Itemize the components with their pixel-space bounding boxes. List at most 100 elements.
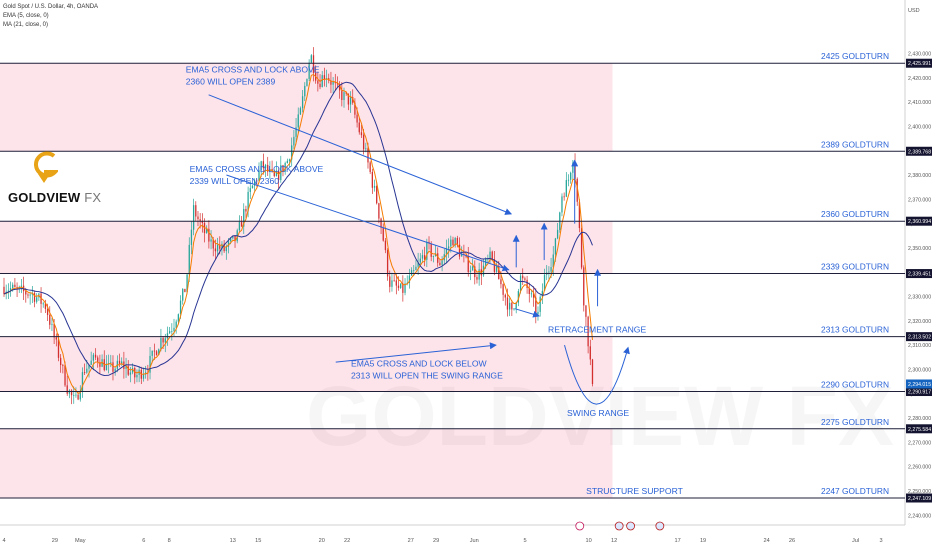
candle-body — [430, 243, 432, 257]
candle-body — [258, 170, 260, 181]
candle-body — [471, 266, 474, 271]
candle-body — [214, 248, 217, 252]
candle-body — [474, 266, 476, 278]
candle-body — [489, 251, 491, 259]
candle-body — [291, 145, 293, 160]
candle-body — [90, 360, 92, 365]
ma-legend[interactable]: MA (21, close, 0) — [3, 22, 49, 28]
candle-body — [149, 355, 151, 373]
candle-body — [129, 372, 132, 375]
annotation-text: SWING RANGE — [567, 408, 629, 418]
candle-body — [251, 185, 254, 189]
candle-body — [365, 148, 367, 150]
x-tick-label: Jul — [852, 538, 859, 544]
candle-body — [245, 209, 247, 212]
candle-body — [452, 239, 454, 246]
price-tag-bg — [906, 387, 932, 397]
candle-body — [171, 331, 173, 332]
candle-body — [589, 346, 591, 360]
candle-body — [267, 164, 269, 172]
candle-body — [173, 327, 175, 332]
candle-body — [517, 291, 520, 303]
candle-body — [552, 254, 554, 268]
candle-body — [567, 179, 570, 181]
candle-body — [186, 274, 188, 293]
goldview-g-icon — [34, 151, 60, 183]
level-label: 2425 GOLDTURN — [821, 51, 889, 61]
candle-body — [437, 253, 439, 263]
candle-body — [134, 368, 136, 378]
candle-body — [367, 148, 369, 163]
candle-body — [164, 338, 166, 343]
x-tick-label: 12 — [611, 538, 617, 544]
ema-legend[interactable]: EMA (5, close, 0) — [3, 13, 49, 19]
candle-body — [380, 218, 382, 228]
candle-body — [282, 165, 284, 172]
ema-line — [3, 73, 593, 394]
y-tick-label: 2,350.000 — [908, 246, 931, 252]
candle-body — [210, 239, 212, 242]
candle-body — [94, 354, 97, 358]
supply-demand-zone — [0, 428, 613, 498]
currency-label: USD — [908, 8, 920, 14]
event-markers — [575, 521, 665, 531]
candle-body — [338, 84, 341, 91]
candle-body — [417, 262, 419, 267]
candle-body — [253, 180, 256, 186]
y-tick-label: 2,240.000 — [908, 513, 931, 519]
candle-body — [86, 368, 88, 373]
current-price-tag: 2,294.015 — [908, 382, 931, 388]
level-label: 2275 GOLDTURN — [821, 417, 889, 427]
candle-body — [371, 172, 373, 188]
candle-body — [391, 280, 393, 287]
swing-range-curve — [564, 345, 630, 405]
candle-body — [121, 361, 123, 364]
candle-body — [321, 75, 323, 88]
candle-body — [426, 241, 428, 260]
candle-body — [578, 201, 581, 229]
brand-suffix: FX — [84, 190, 102, 205]
annotation-text: EMA5 CROSS AND LOCK BELOW — [351, 358, 488, 368]
candle-body — [421, 255, 424, 259]
candle-body — [395, 280, 397, 286]
candle-body — [247, 191, 249, 212]
candle-body — [570, 172, 572, 180]
candle-body — [447, 246, 450, 249]
candle-body — [51, 323, 53, 325]
candle-body — [382, 227, 384, 241]
candle-body — [262, 161, 265, 169]
current-price-tag-bg — [906, 379, 932, 389]
candle-body — [535, 297, 537, 315]
candle-body — [323, 75, 326, 80]
candle-body — [12, 284, 14, 289]
candle-body — [288, 159, 291, 161]
candle-body — [587, 316, 589, 347]
candle-body — [216, 244, 219, 252]
x-tick-label: 26 — [789, 538, 795, 544]
candle-body — [136, 374, 138, 378]
candle-body — [33, 293, 36, 302]
x-tick-label: 15 — [255, 538, 261, 544]
y-tick-label: 2,270.000 — [908, 440, 931, 446]
candle-body — [349, 97, 352, 105]
y-tick-label: 2,370.000 — [908, 197, 931, 203]
candle-body — [160, 338, 162, 350]
candle-body — [127, 366, 129, 375]
candle-body — [539, 296, 541, 312]
candle-body — [456, 238, 459, 245]
candle-body — [550, 267, 552, 272]
candle-body — [408, 275, 411, 283]
candle-body — [66, 385, 68, 394]
candle-body — [225, 246, 227, 252]
brand-name-text: GOLDVIEW — [8, 190, 81, 205]
y-tick-label: 2,430.000 — [908, 51, 931, 57]
candle-body — [118, 360, 121, 364]
candle-body — [195, 205, 197, 217]
candle-body — [513, 308, 515, 310]
candle-body — [301, 96, 304, 109]
candle-body — [515, 302, 517, 309]
candle-body — [110, 362, 112, 364]
candle-body — [345, 92, 347, 94]
trend-arrow — [208, 94, 513, 215]
